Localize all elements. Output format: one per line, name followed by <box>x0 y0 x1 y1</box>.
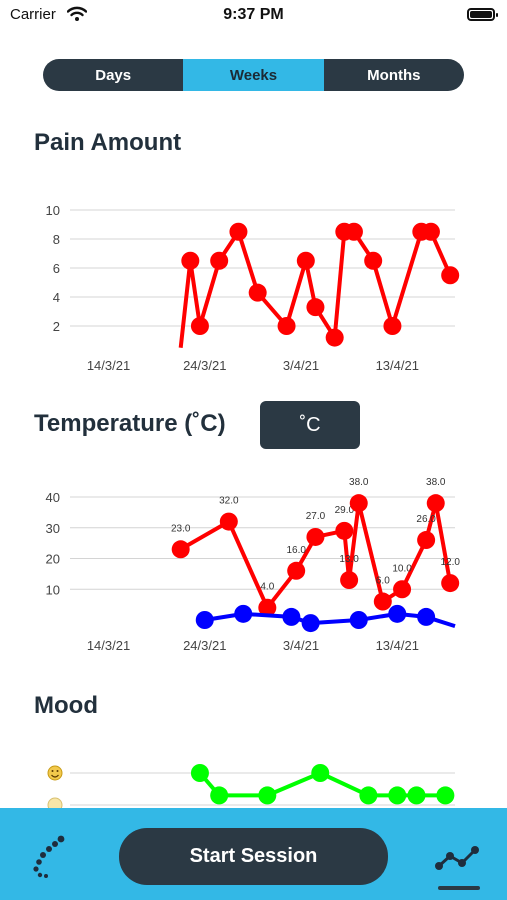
clock-time: 9:37 PM <box>223 6 284 23</box>
period-segmented-control: Days Weeks Months <box>43 59 464 91</box>
data-point <box>426 494 445 513</box>
battery-icon <box>467 8 498 21</box>
segment-days[interactable]: Days <box>95 66 132 84</box>
data-label: 16.0 <box>286 545 306 556</box>
data-label: 26.0 <box>416 514 436 525</box>
y-tick-label: 10 <box>46 582 60 597</box>
data-point <box>287 561 306 580</box>
data-point <box>441 574 460 593</box>
active-tab-indicator <box>438 886 480 890</box>
data-label: 4.0 <box>260 582 274 593</box>
x-tick-label: 24/3/21 <box>183 358 226 373</box>
data-point <box>393 580 412 599</box>
x-tick-label: 13/4/21 <box>376 358 419 373</box>
data-label: 38.0 <box>426 477 446 488</box>
bottom-tab-bar: Start Session <box>0 808 507 900</box>
data-label: 10.0 <box>392 563 412 574</box>
data-label: 32.0 <box>219 496 239 507</box>
mood-happy-icon <box>47 765 63 781</box>
data-point <box>171 540 190 559</box>
data-point <box>311 764 330 782</box>
data-point <box>190 764 209 782</box>
y-tick-label: 10 <box>46 203 60 218</box>
trend-chart-icon[interactable] <box>435 844 481 874</box>
data-point <box>417 531 436 550</box>
data-point <box>282 607 301 626</box>
y-tick-label: 20 <box>46 552 60 567</box>
start-session-button[interactable]: Start Session <box>119 828 388 885</box>
data-point <box>219 512 238 531</box>
y-tick-label: 4 <box>53 290 60 305</box>
data-label: 38.0 <box>349 477 369 488</box>
footsteps-icon[interactable] <box>28 834 70 878</box>
data-point <box>234 604 253 623</box>
data-point <box>306 527 325 546</box>
series-line <box>178 229 453 348</box>
wifi-icon <box>67 6 87 21</box>
data-label: 23.0 <box>171 523 191 534</box>
x-tick-label: 24/3/21 <box>183 638 226 653</box>
data-point <box>388 786 407 805</box>
data-point <box>306 298 325 317</box>
y-tick-label: 40 <box>46 490 60 505</box>
data-point <box>388 604 407 623</box>
y-tick-label: 30 <box>46 521 60 536</box>
data-point <box>340 571 359 590</box>
pain-amount-title: Pain Amount <box>34 129 182 156</box>
segment-months[interactable]: Months <box>367 66 421 84</box>
y-tick-label: 8 <box>53 232 60 247</box>
data-point <box>407 786 426 805</box>
data-label: 27.0 <box>306 511 326 522</box>
x-tick-label: 3/4/21 <box>283 638 319 653</box>
data-point <box>364 251 383 270</box>
data-point <box>296 251 315 270</box>
data-label: 29.0 <box>335 505 355 516</box>
data-point <box>277 317 296 335</box>
data-point <box>190 317 209 335</box>
data-point <box>258 786 277 805</box>
data-point <box>349 494 368 513</box>
data-point <box>383 317 402 335</box>
segment-weeks[interactable]: Weeks <box>183 59 324 91</box>
status-bar: Carrier 9:37 PM <box>0 0 507 32</box>
data-label: 6.0 <box>376 576 390 587</box>
data-point <box>436 786 455 805</box>
data-point <box>210 251 229 270</box>
mood-chart <box>47 764 455 813</box>
y-tick-label: 6 <box>53 261 60 276</box>
data-point <box>335 521 354 540</box>
x-tick-label: 14/3/21 <box>87 358 130 373</box>
data-point <box>441 266 460 285</box>
data-label: 13.0 <box>339 554 359 565</box>
carrier-label: Carrier <box>10 6 56 23</box>
data-point <box>229 222 248 241</box>
data-label: 12.0 <box>440 557 460 568</box>
x-tick-label: 14/3/21 <box>87 638 130 653</box>
mood-title: Mood <box>34 692 98 719</box>
data-point <box>417 607 436 626</box>
pain-amount-chart: 2 4 6 8 10 14/3/21 24/3/21 3/4/21 13/4/21 <box>46 203 460 373</box>
x-tick-label: 3/4/21 <box>283 358 319 373</box>
temperature-chart: 10 20 30 40 14/3/21 24/3/21 3/4/21 13/4/21 23.0 3… <box>46 477 461 653</box>
data-point <box>181 251 200 270</box>
x-tick-label: 13/4/21 <box>376 638 419 653</box>
data-point <box>349 611 368 629</box>
y-tick-label: 2 <box>53 319 60 334</box>
data-point <box>210 786 229 805</box>
temperature-unit-button[interactable]: ˚C <box>260 401 360 449</box>
data-point <box>248 283 267 302</box>
data-point <box>195 611 214 629</box>
data-point <box>359 786 378 805</box>
data-point <box>344 222 363 241</box>
data-point <box>325 328 344 347</box>
temperature-title: Temperature (˚C) <box>34 410 226 437</box>
data-point <box>421 222 440 241</box>
data-point <box>258 598 277 617</box>
data-point <box>301 614 320 633</box>
data-point <box>373 592 392 611</box>
